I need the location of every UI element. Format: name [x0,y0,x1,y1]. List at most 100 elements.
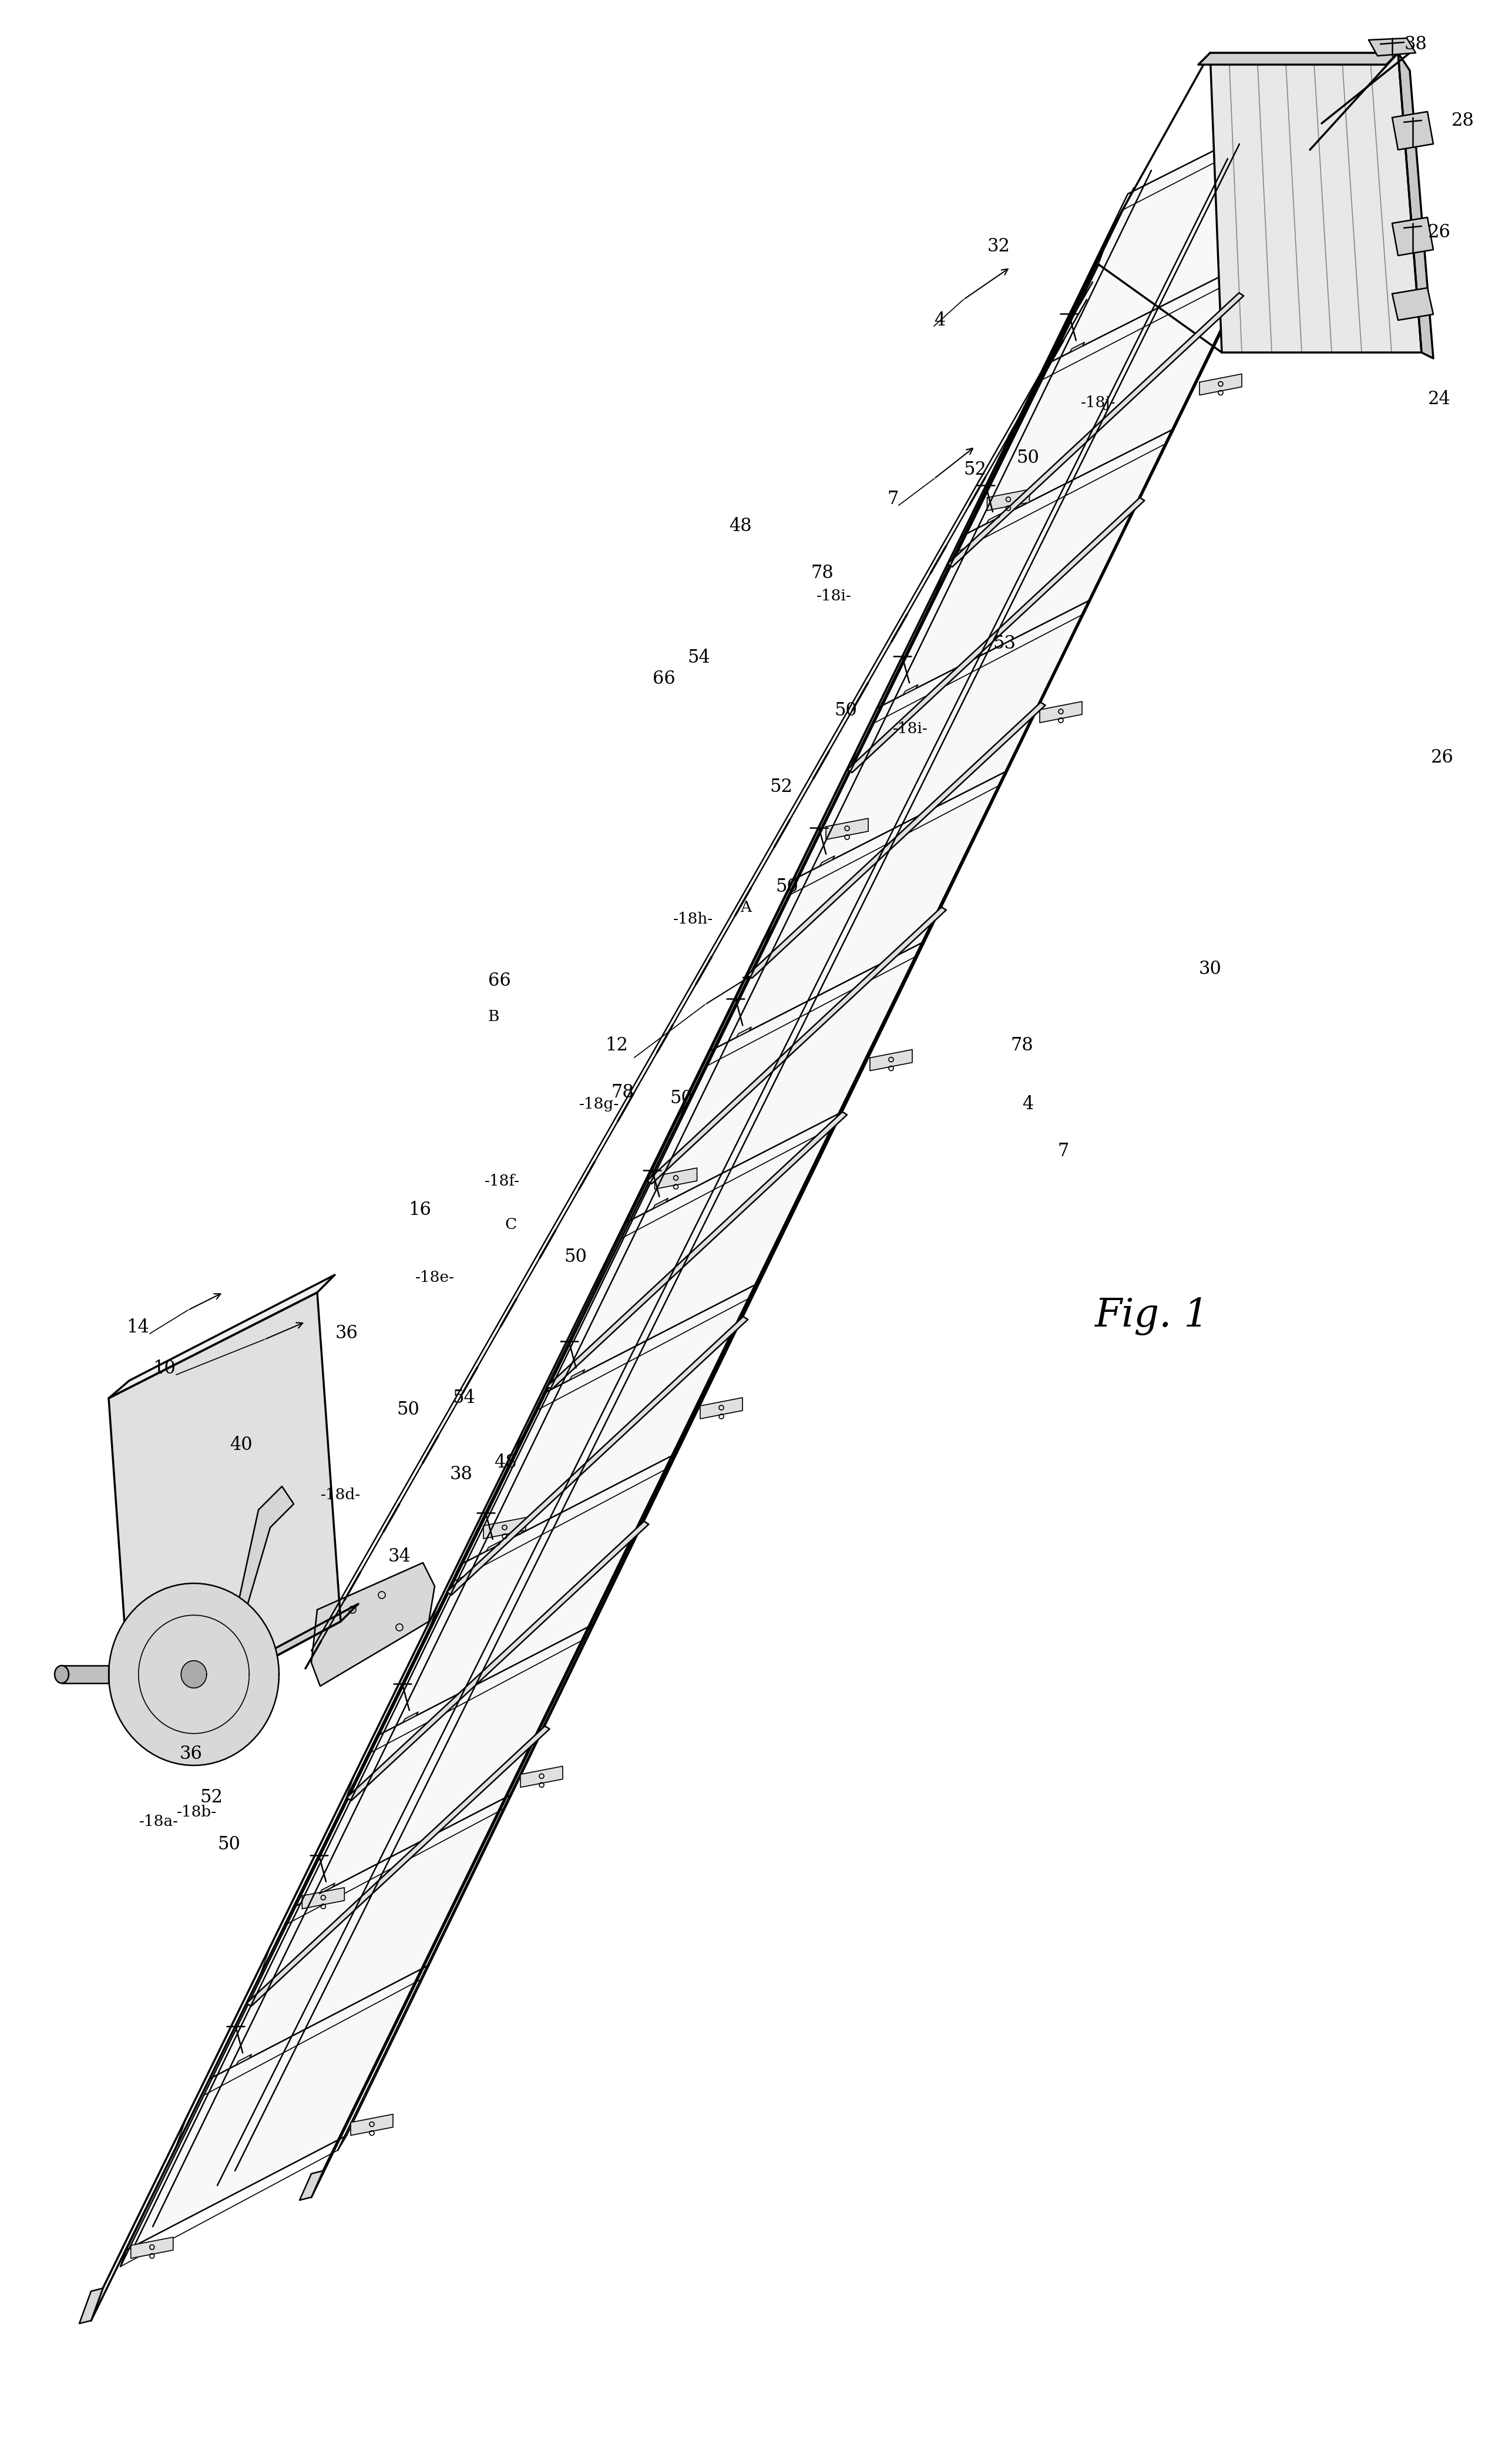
Text: -18i-: -18i- [894,721,928,736]
Text: 52: 52 [963,460,986,480]
Text: 50: 50 [396,1400,420,1420]
Text: -18h-: -18h- [673,913,714,928]
Text: 26: 26 [1430,748,1453,768]
Text: 66: 66 [488,972,511,989]
Polygon shape [346,1521,649,1801]
Polygon shape [570,1368,585,1381]
Polygon shape [311,1563,434,1686]
Polygon shape [987,490,1030,509]
Text: 78: 78 [810,564,833,581]
Polygon shape [54,1666,68,1683]
Text: -18f-: -18f- [485,1174,520,1189]
Polygon shape [319,1883,334,1895]
Polygon shape [1210,52,1421,352]
Polygon shape [1199,374,1241,396]
Text: 16: 16 [408,1201,431,1218]
Polygon shape [948,293,1244,566]
Polygon shape [79,2289,103,2323]
Polygon shape [132,2237,174,2259]
Polygon shape [246,1725,549,2006]
Text: C: C [505,1218,517,1233]
Text: 50: 50 [670,1090,692,1107]
Polygon shape [91,231,1110,2321]
Polygon shape [647,908,947,1184]
Polygon shape [826,820,868,839]
Text: 48: 48 [494,1454,517,1472]
Polygon shape [986,514,1001,524]
Polygon shape [487,1541,502,1550]
Polygon shape [655,1169,697,1189]
Polygon shape [302,1888,345,1910]
Text: 40: 40 [230,1437,253,1454]
Text: B: B [488,1009,499,1024]
Polygon shape [1368,39,1415,57]
Text: 7: 7 [888,490,898,509]
Text: 10: 10 [153,1361,175,1378]
Polygon shape [351,2114,393,2136]
Text: 12: 12 [605,1036,629,1056]
Text: 78: 78 [611,1083,634,1103]
Polygon shape [747,701,1045,977]
Polygon shape [736,1026,751,1039]
Polygon shape [520,1767,562,1787]
Polygon shape [181,1661,207,1688]
Polygon shape [869,1048,912,1071]
Polygon shape [1393,217,1433,256]
Polygon shape [547,1112,847,1390]
Text: 52: 52 [770,778,792,797]
Text: Fig. 1: Fig. 1 [1095,1297,1208,1336]
Text: 4: 4 [1022,1095,1034,1112]
Polygon shape [847,497,1145,773]
Polygon shape [903,684,918,694]
Text: 50: 50 [776,879,798,896]
Text: 66: 66 [652,669,676,687]
Text: 26: 26 [1427,224,1450,241]
Text: 34: 34 [389,1548,411,1565]
Text: 14: 14 [127,1319,150,1336]
Polygon shape [299,2171,324,2200]
Text: 36: 36 [336,1324,358,1344]
Polygon shape [1393,288,1433,320]
Polygon shape [109,1582,280,1765]
Polygon shape [820,856,835,866]
Text: -18e-: -18e- [414,1270,454,1285]
Text: 24: 24 [1427,391,1450,409]
Text: -18j-: -18j- [1081,396,1116,411]
Polygon shape [62,1666,109,1683]
Text: -18d-: -18d- [321,1489,361,1504]
Polygon shape [653,1199,668,1208]
Text: 53: 53 [993,635,1016,652]
Text: 30: 30 [1199,960,1222,979]
Text: -18a-: -18a- [139,1814,178,1829]
Text: 32: 32 [987,239,1010,256]
Text: 54: 54 [688,650,711,667]
Text: 78: 78 [1010,1036,1034,1056]
Text: 50: 50 [835,701,857,721]
Polygon shape [1399,52,1433,359]
Polygon shape [1040,701,1083,724]
Text: 54: 54 [452,1388,475,1408]
Text: 50: 50 [564,1248,587,1267]
Text: 4: 4 [934,310,945,330]
Polygon shape [1199,52,1399,64]
Text: -18i-: -18i- [816,588,851,603]
Text: 38: 38 [1405,34,1427,54]
Text: 7: 7 [1057,1142,1069,1162]
Polygon shape [194,1486,293,1686]
Polygon shape [1069,342,1084,352]
Text: 28: 28 [1452,111,1474,130]
Text: 52: 52 [200,1789,222,1806]
Text: 50: 50 [1016,450,1039,468]
Polygon shape [700,1398,742,1420]
Text: A: A [741,901,751,915]
Text: 50: 50 [218,1836,240,1853]
Polygon shape [446,1317,748,1595]
Text: 36: 36 [180,1745,203,1762]
Text: -18b-: -18b- [177,1804,216,1819]
Text: 38: 38 [449,1464,473,1484]
Polygon shape [109,1292,340,1733]
Polygon shape [132,1605,358,1733]
Polygon shape [109,1275,334,1398]
Polygon shape [236,2055,251,2065]
Text: 48: 48 [729,517,751,534]
